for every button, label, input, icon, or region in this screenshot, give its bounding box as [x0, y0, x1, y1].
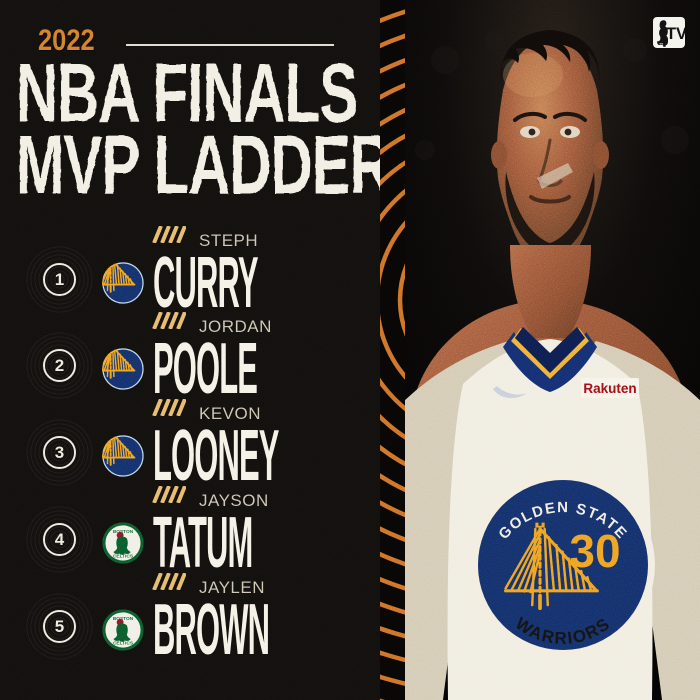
svg-text:TV: TV [666, 25, 685, 43]
svg-text:CELTICS: CELTICS [113, 553, 133, 559]
svg-text:30: 30 [569, 525, 620, 577]
svg-text:Rakuten: Rakuten [583, 381, 636, 396]
svg-text:CELTICS: CELTICS [113, 640, 133, 646]
